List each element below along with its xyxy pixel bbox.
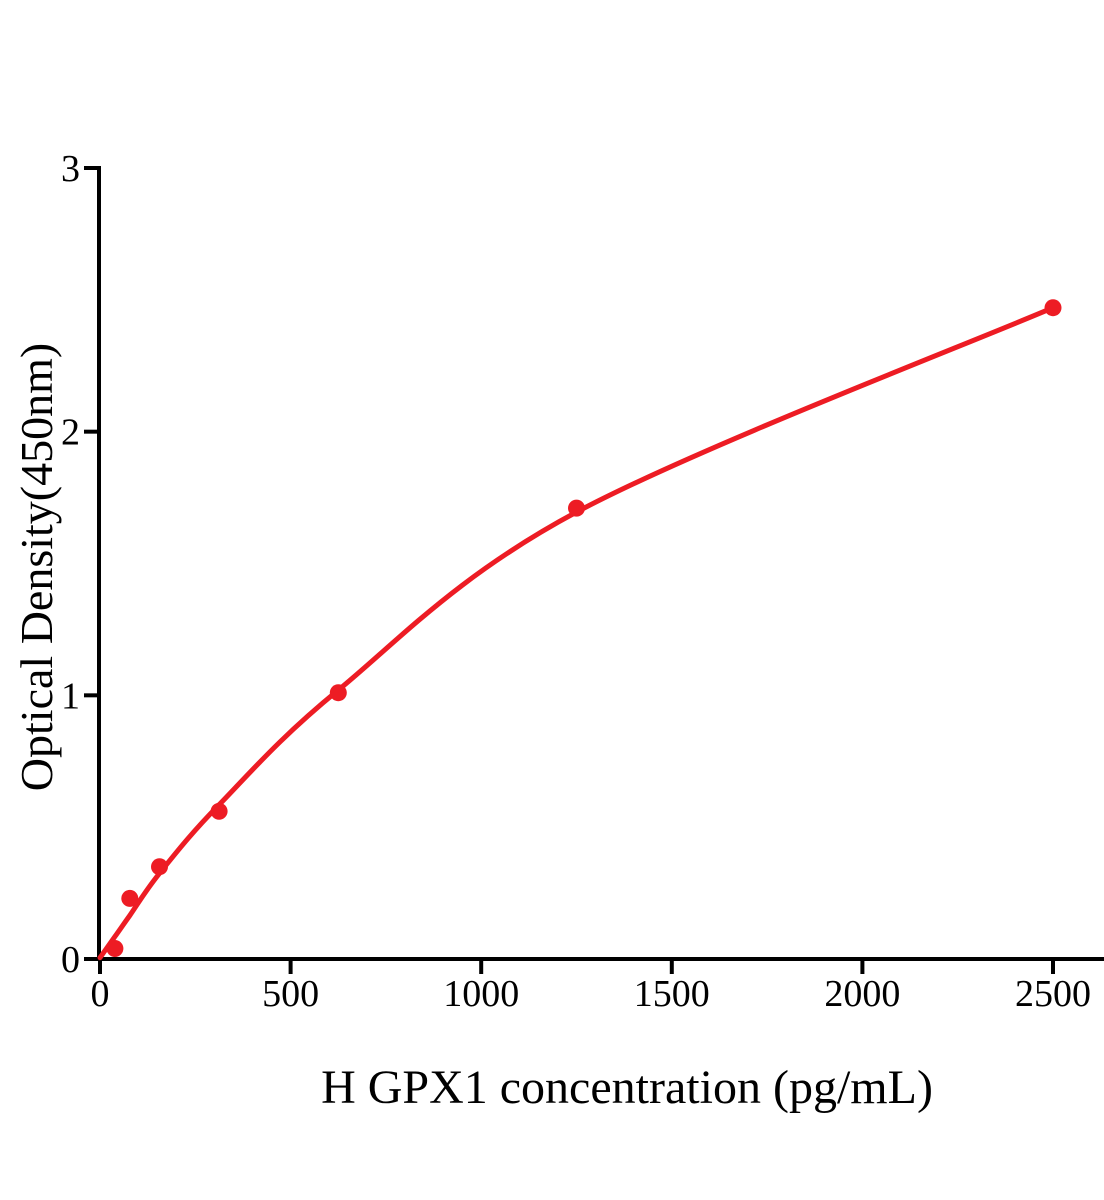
- x-axis-title: H GPX1 concentration (pg/mL): [321, 1061, 933, 1114]
- data-point: [329, 684, 347, 702]
- data-point: [210, 802, 228, 820]
- x-tick-label: 1000: [443, 973, 519, 1015]
- axes: 0 1 2 3 0 500 1000 1500 2000 2500: [61, 148, 1104, 1015]
- data-point: [121, 889, 139, 907]
- y-tick-label: 2: [61, 412, 80, 454]
- data-point: [568, 499, 585, 517]
- x-tick-label: 0: [91, 973, 110, 1015]
- data-point: [1044, 299, 1062, 317]
- x-tick-label: 2500: [1015, 973, 1091, 1015]
- plot-area: [97, 299, 1062, 961]
- y-tick-label: 3: [61, 148, 80, 190]
- y-axis-title: Optical Density(450nm): [11, 343, 62, 791]
- fit-curve: [97, 305, 1056, 961]
- y-tick-label: 1: [61, 675, 80, 717]
- x-tick-label: 500: [262, 973, 319, 1015]
- x-tick-label: 1500: [634, 973, 710, 1015]
- data-point: [151, 858, 168, 876]
- data-point: [106, 940, 124, 957]
- y-tick-label: 0: [61, 939, 80, 981]
- x-tick-label: 2000: [824, 973, 900, 1015]
